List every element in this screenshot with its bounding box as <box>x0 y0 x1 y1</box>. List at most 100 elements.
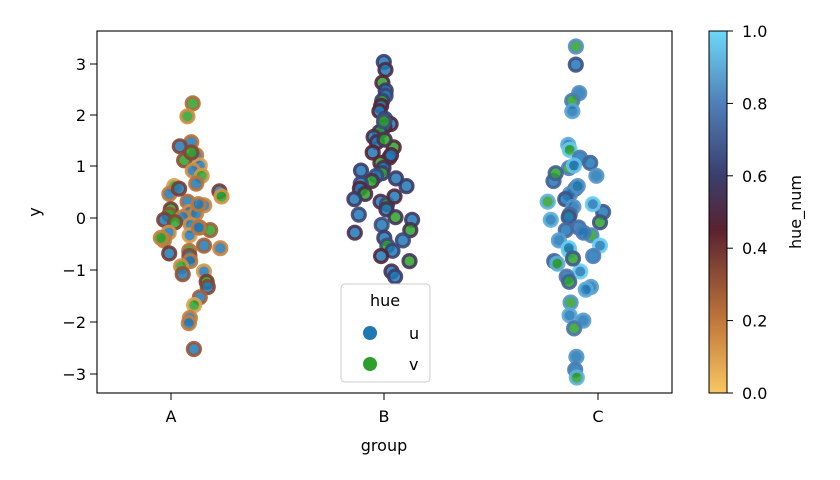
data-point <box>568 369 585 386</box>
data-point <box>375 113 393 130</box>
data-point <box>376 131 393 148</box>
data-point <box>539 193 556 210</box>
data-point <box>373 216 390 233</box>
y-axis-label: y <box>25 207 44 216</box>
data-point <box>199 278 216 296</box>
data-point <box>190 219 207 236</box>
data-point <box>567 56 584 73</box>
data-point <box>377 61 394 78</box>
data-point <box>346 224 363 241</box>
data-point <box>565 157 583 174</box>
x-tick: A <box>166 393 177 426</box>
data-point <box>575 224 592 241</box>
colorbar-tick-label: 0.8 <box>742 94 767 113</box>
data-point <box>584 196 601 213</box>
data-point <box>346 191 363 208</box>
colorbar-tick-label: 0.0 <box>742 384 767 403</box>
data-point <box>394 232 411 249</box>
data-point <box>562 294 579 311</box>
x-tick: C <box>592 393 604 426</box>
y-tick: −2 <box>62 313 97 332</box>
data-point <box>561 273 578 290</box>
data-point <box>387 170 405 187</box>
colorbar-tick: 0.0 <box>727 384 767 403</box>
y-axis: −3 −2 −1 0 1 2 3 <box>62 55 97 384</box>
legend-entry-u: u <box>363 324 419 343</box>
data-point <box>382 147 400 164</box>
y-tick-label: 1 <box>76 157 86 176</box>
data-point <box>213 188 230 205</box>
legend-box <box>340 283 431 383</box>
data-point <box>373 247 390 265</box>
legend: hue u v <box>340 283 431 383</box>
legend-title: hue <box>370 291 400 310</box>
colorbar-tick: 0.2 <box>727 312 767 331</box>
colorbar-tick-label: 1.0 <box>742 22 767 41</box>
colorbar-tick-label: 0.4 <box>742 239 767 258</box>
legend-label-u: u <box>409 324 419 343</box>
data-point <box>184 95 201 112</box>
data-point <box>561 307 578 324</box>
legend-entry-v: v <box>363 355 418 374</box>
data-point <box>171 180 188 197</box>
y-tick-label: −2 <box>62 313 86 332</box>
y-tick: 1 <box>76 157 97 176</box>
x-tick-label: B <box>379 407 390 426</box>
data-point <box>350 206 367 223</box>
y-tick: 0 <box>76 209 97 228</box>
colorbar-tick-label: 0.6 <box>742 167 767 186</box>
data-point <box>569 178 586 195</box>
x-axis-label: group <box>361 436 407 455</box>
colorbar-tick: 0.8 <box>727 94 767 113</box>
x-tick-label: C <box>592 407 603 426</box>
legend-marker-u <box>363 326 377 340</box>
legend-label-v: v <box>409 355 418 374</box>
colorbar-label: hue_num <box>786 175 806 249</box>
data-point <box>212 240 229 257</box>
data-point <box>561 141 578 158</box>
data-point <box>591 214 609 231</box>
data-point <box>564 103 581 120</box>
data-point <box>387 268 404 285</box>
data-point <box>564 250 582 267</box>
x-axis: A B C <box>166 393 604 426</box>
data-point <box>180 315 197 332</box>
colorbar-tick-label: 0.2 <box>742 312 767 331</box>
colorbar-tick: 0.6 <box>727 167 767 186</box>
x-tick: B <box>379 393 390 426</box>
data-point <box>565 320 583 337</box>
data-point <box>547 165 564 182</box>
data-point <box>402 222 419 239</box>
data-point <box>179 108 196 125</box>
legend-marker-v <box>363 357 377 371</box>
data-point <box>577 281 594 298</box>
x-tick-label: A <box>166 407 177 426</box>
data-point <box>352 162 370 179</box>
data-point <box>387 209 404 226</box>
data-point <box>152 229 169 246</box>
y-tick: −1 <box>62 261 97 280</box>
data-point <box>542 211 559 228</box>
data-point <box>588 167 605 184</box>
y-tick-label: 0 <box>76 209 86 228</box>
y-tick: −3 <box>62 365 97 384</box>
colorbar-tick: 1.0 <box>727 22 767 41</box>
y-tick: 2 <box>76 106 97 125</box>
data-point <box>188 175 205 192</box>
data-point <box>398 178 415 195</box>
data-point <box>183 144 200 161</box>
data-point <box>174 266 191 283</box>
data-point <box>549 255 566 272</box>
y-tick-label: −1 <box>62 261 86 280</box>
data-point <box>572 263 589 280</box>
data-point <box>185 340 202 358</box>
y-tick: 3 <box>76 55 97 74</box>
y-tick-label: 2 <box>76 106 86 125</box>
data-point <box>567 38 585 55</box>
y-tick-label: −3 <box>62 365 86 384</box>
data-point <box>568 348 585 365</box>
data-point <box>585 247 602 265</box>
colorbar: 0.0 0.2 0.4 0.6 0.8 1.0 hue_num <box>708 22 806 403</box>
colorbar-gradient <box>708 30 728 394</box>
